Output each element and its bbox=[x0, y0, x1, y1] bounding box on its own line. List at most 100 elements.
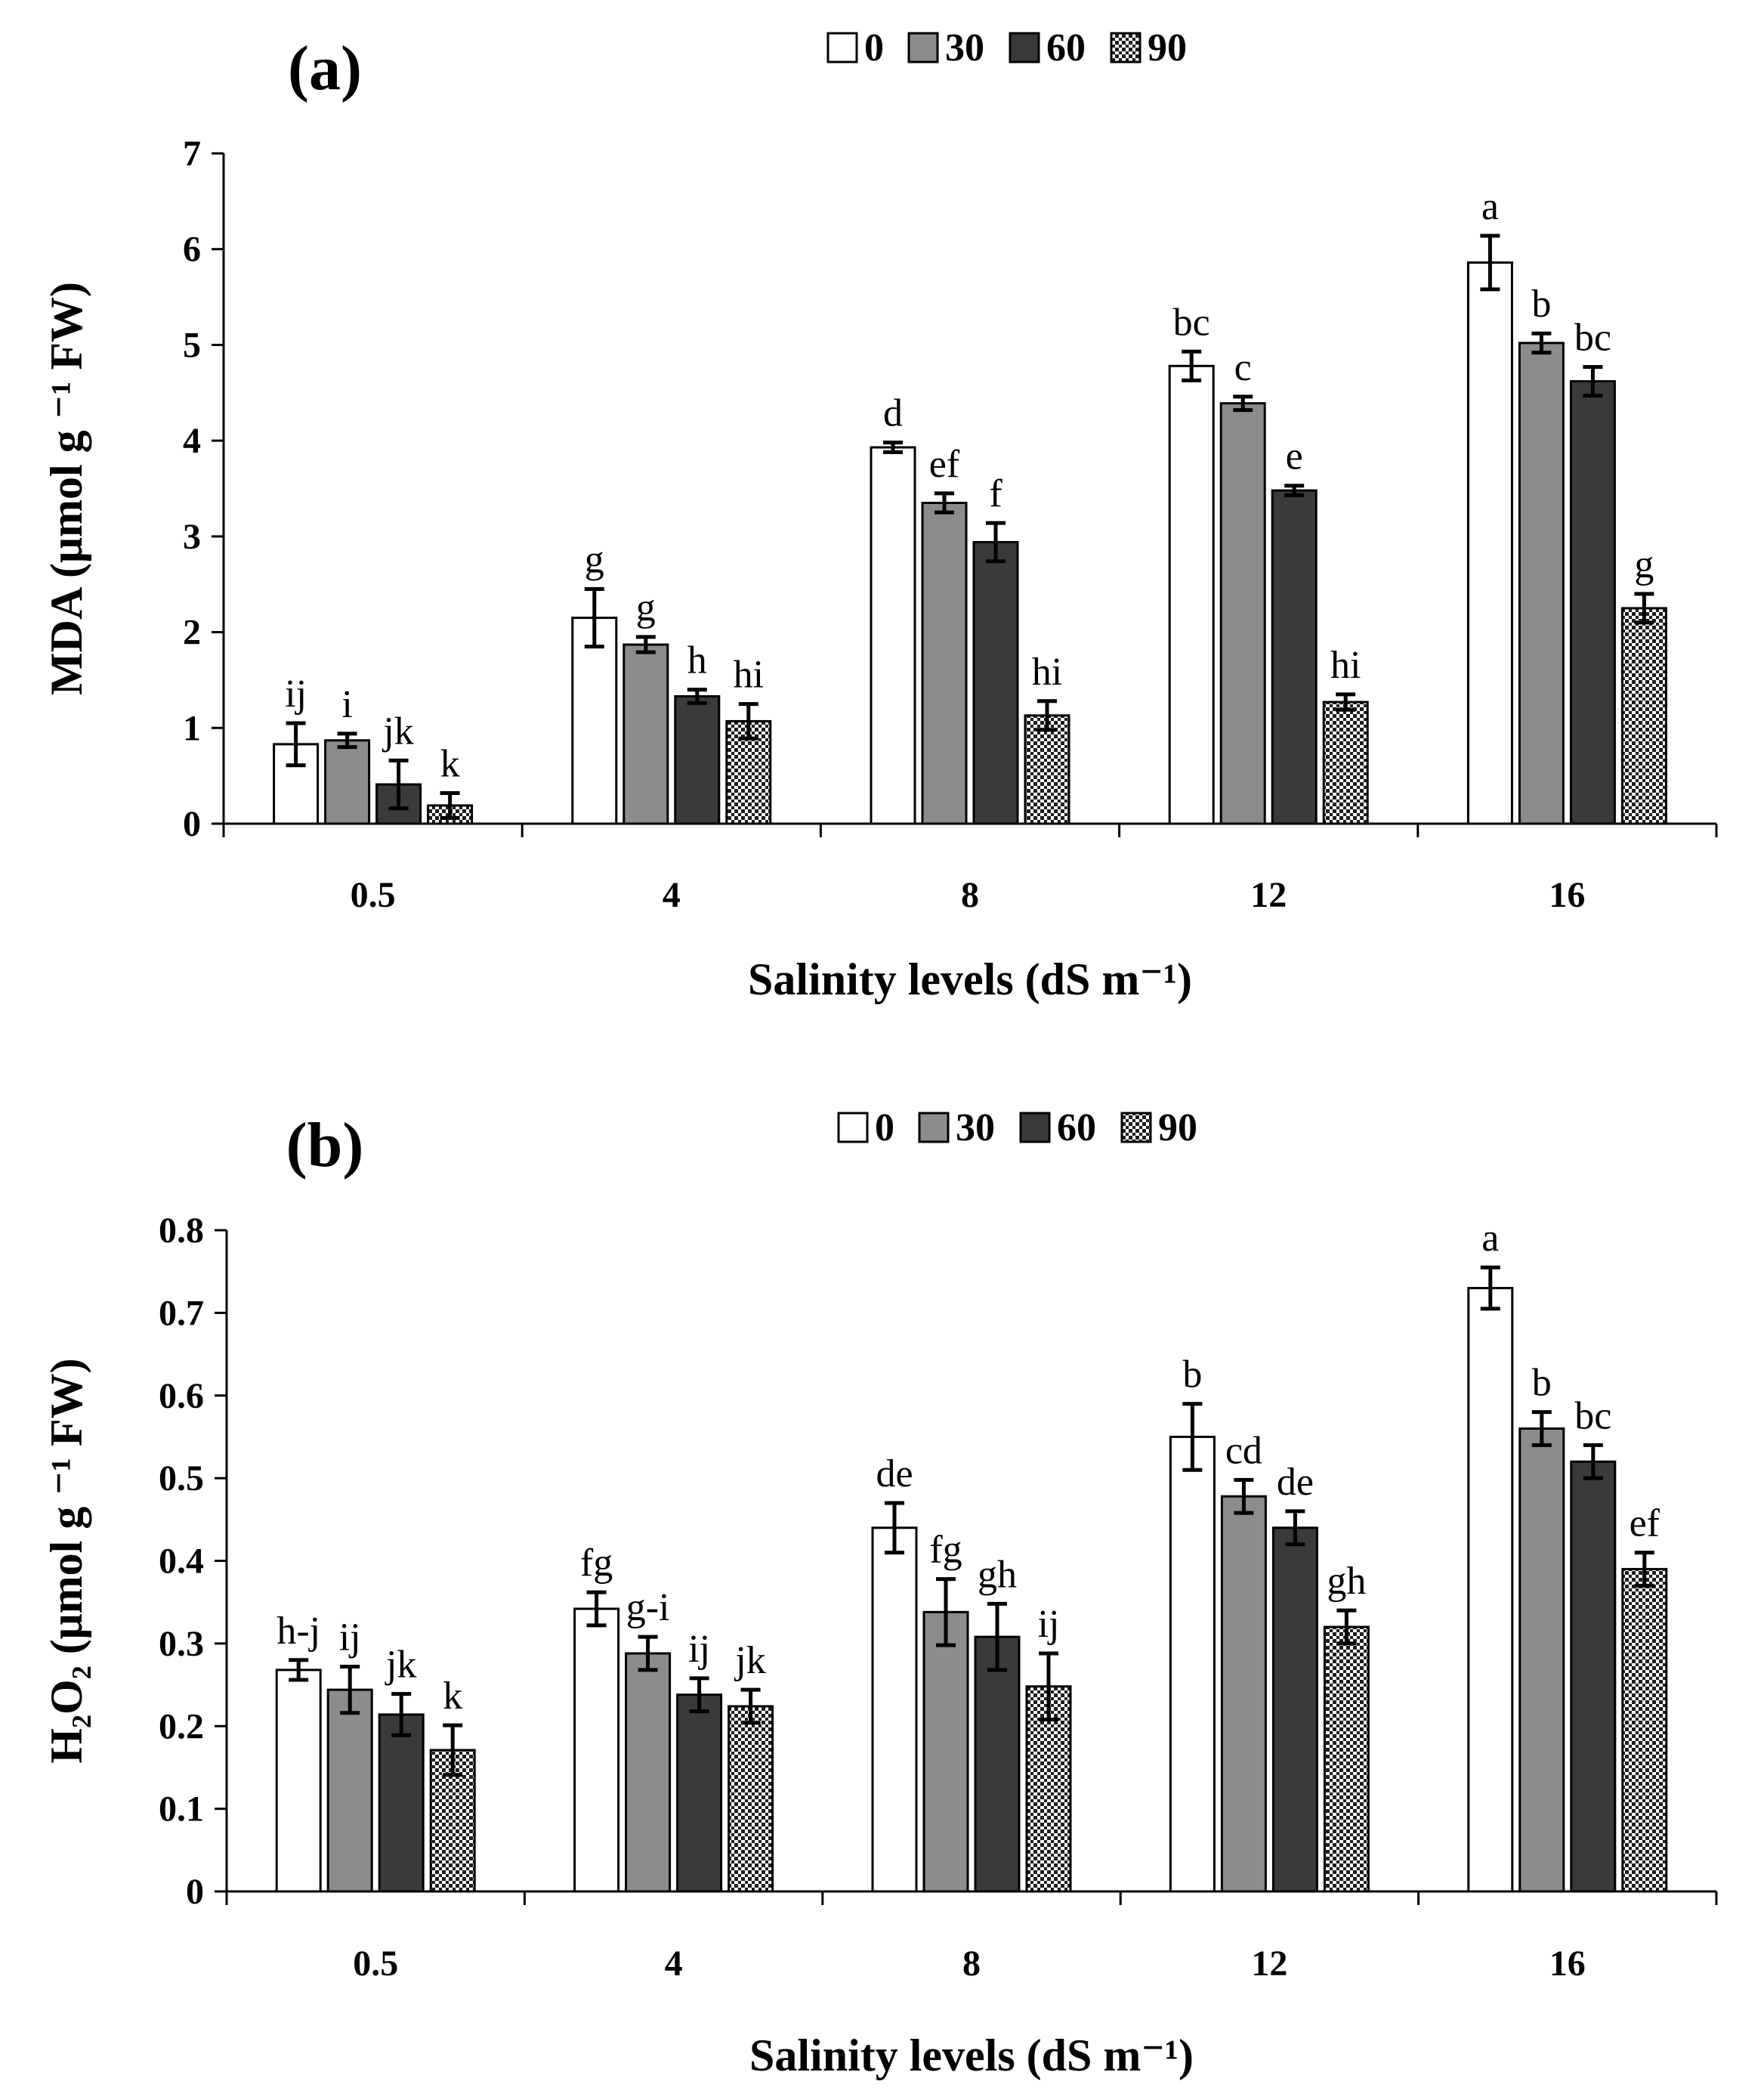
x-tick-label: 8 bbox=[962, 1944, 981, 1984]
significance-letter: b bbox=[1531, 283, 1551, 326]
bar-0-12 bbox=[1168, 364, 1215, 825]
significance-letter: gh bbox=[978, 1553, 1017, 1596]
legend-label: 0 bbox=[875, 1106, 894, 1149]
bar-30-8 bbox=[921, 502, 968, 825]
panel-label: (a) bbox=[288, 33, 362, 104]
bar-60-16 bbox=[1570, 1460, 1617, 1893]
significance-letter: hi bbox=[734, 654, 764, 697]
significance-letter: g bbox=[585, 539, 604, 582]
legend-swatch-gray bbox=[918, 1112, 950, 1143]
significance-letter: k bbox=[440, 742, 460, 785]
significance-letter: gh bbox=[1327, 1560, 1366, 1603]
bar-0-4 bbox=[573, 1607, 620, 1893]
significance-letter: a bbox=[1481, 185, 1499, 228]
y-tick-label: 0 bbox=[183, 804, 201, 844]
bar-0-4 bbox=[571, 617, 618, 825]
y-tick-label: 0.3 bbox=[159, 1624, 204, 1664]
y-tick-label: 5 bbox=[183, 325, 201, 365]
y-tick-label: 0.8 bbox=[159, 1211, 204, 1251]
bar-0-16 bbox=[1466, 261, 1513, 825]
significance-letter: ef bbox=[1630, 1502, 1661, 1545]
legend-swatch-dotted bbox=[1110, 32, 1142, 63]
bar-0-16 bbox=[1467, 1287, 1514, 1893]
legend-swatch-dotted bbox=[1120, 1112, 1152, 1143]
significance-letter: jk bbox=[734, 1639, 765, 1682]
legend-swatch-dark bbox=[1019, 1112, 1051, 1143]
significance-letter: a bbox=[1481, 1217, 1499, 1260]
significance-letter: ij bbox=[688, 1628, 710, 1671]
legend-label: 30 bbox=[945, 26, 984, 70]
significance-letter: bc bbox=[1574, 317, 1611, 360]
bar-60-8 bbox=[974, 1635, 1021, 1893]
y-tick-label: 4 bbox=[183, 421, 201, 461]
significance-letter: jk bbox=[382, 710, 413, 753]
bar-90-16 bbox=[1620, 607, 1667, 825]
significance-letter: h bbox=[687, 639, 707, 682]
y-tick-label: 1 bbox=[183, 708, 201, 748]
x-tick-label: 8 bbox=[961, 875, 979, 915]
x-tick-label: 0.5 bbox=[351, 875, 396, 915]
y-tick-label: 0.4 bbox=[159, 1542, 204, 1582]
significance-letter: jk bbox=[385, 1644, 416, 1687]
bar-0-8 bbox=[870, 446, 916, 825]
y-tick-label: 0.2 bbox=[159, 1706, 204, 1746]
x-axis-title: Salinity levels (dS m⁻¹) bbox=[749, 2030, 1194, 2080]
x-tick-label: 12 bbox=[1250, 875, 1287, 915]
bar-30-12 bbox=[1220, 1495, 1267, 1893]
bar-90-16 bbox=[1621, 1567, 1668, 1893]
significance-letter: d bbox=[883, 392, 903, 435]
y-tick-label: 3 bbox=[183, 517, 201, 557]
y-axis-title: MDA (μmol g ⁻¹ FW) bbox=[42, 282, 91, 695]
significance-letter: de bbox=[876, 1452, 913, 1495]
bar-90-4 bbox=[728, 1705, 774, 1893]
bar-0-12 bbox=[1169, 1435, 1216, 1893]
legend-label: 60 bbox=[1057, 1106, 1096, 1149]
legend-swatch-white bbox=[826, 32, 858, 63]
legend: 0 30 60 90 bbox=[826, 26, 1187, 70]
legend-label: 0 bbox=[864, 26, 884, 70]
legend-label: 60 bbox=[1046, 26, 1086, 70]
bar-30-8 bbox=[922, 1610, 969, 1893]
x-tick-label: 16 bbox=[1549, 875, 1585, 915]
x-tick-label: 0.5 bbox=[353, 1944, 398, 1984]
significance-letter: hi bbox=[1032, 651, 1062, 694]
legend: 0 30 60 90 bbox=[837, 1106, 1197, 1149]
significance-letter: c bbox=[1234, 346, 1252, 389]
significance-letter: bc bbox=[1574, 1394, 1611, 1437]
x-axis-title: Salinity levels (dS m⁻¹) bbox=[748, 954, 1192, 1004]
bar-30-16 bbox=[1518, 1427, 1565, 1893]
bar-0-0.5 bbox=[273, 743, 320, 825]
y-tick-label: 6 bbox=[183, 230, 201, 270]
bar-30-12 bbox=[1219, 402, 1266, 825]
bar-60-12 bbox=[1271, 489, 1318, 825]
legend-swatch-dark bbox=[1009, 32, 1040, 63]
panel-b-chart: (b) 0 30 60 90 0 0.1 0.2 0.3 0.4 0.5 0.6 0.7 0.8 0.5 4 8… bbox=[42, 1106, 1718, 2080]
significance-letter: de bbox=[1277, 1461, 1314, 1504]
bar-30-4 bbox=[625, 1652, 672, 1893]
bar-30-4 bbox=[622, 643, 669, 825]
bar-0-0.5 bbox=[275, 1669, 322, 1893]
significance-letter: ef bbox=[929, 443, 960, 486]
x-tick-label: 12 bbox=[1251, 1944, 1287, 1984]
significance-letter: fg bbox=[580, 1542, 613, 1585]
x-tick-label: 4 bbox=[665, 1944, 683, 1984]
legend-label: 90 bbox=[1148, 26, 1187, 70]
bar-90-12 bbox=[1323, 1625, 1370, 1893]
x-tick-label: 4 bbox=[663, 875, 681, 915]
significance-letter: g-i bbox=[626, 1586, 670, 1629]
significance-letter: bc bbox=[1173, 301, 1210, 344]
bar-30-0.5 bbox=[326, 1688, 373, 1893]
legend-swatch-white bbox=[837, 1112, 869, 1143]
legend-swatch-gray bbox=[907, 32, 939, 63]
legend-label: 90 bbox=[1158, 1106, 1197, 1149]
panel-label: (b) bbox=[286, 1110, 364, 1180]
significance-letter: b bbox=[1532, 1362, 1552, 1405]
y-tick-label: 0.5 bbox=[159, 1458, 204, 1498]
bar-60-4 bbox=[674, 694, 721, 825]
bar-0-8 bbox=[871, 1526, 918, 1893]
significance-letter: ij bbox=[285, 673, 307, 716]
significance-letter: ij bbox=[339, 1616, 361, 1659]
bar-60-0.5 bbox=[378, 1713, 425, 1893]
significance-letter: g bbox=[1634, 543, 1654, 586]
